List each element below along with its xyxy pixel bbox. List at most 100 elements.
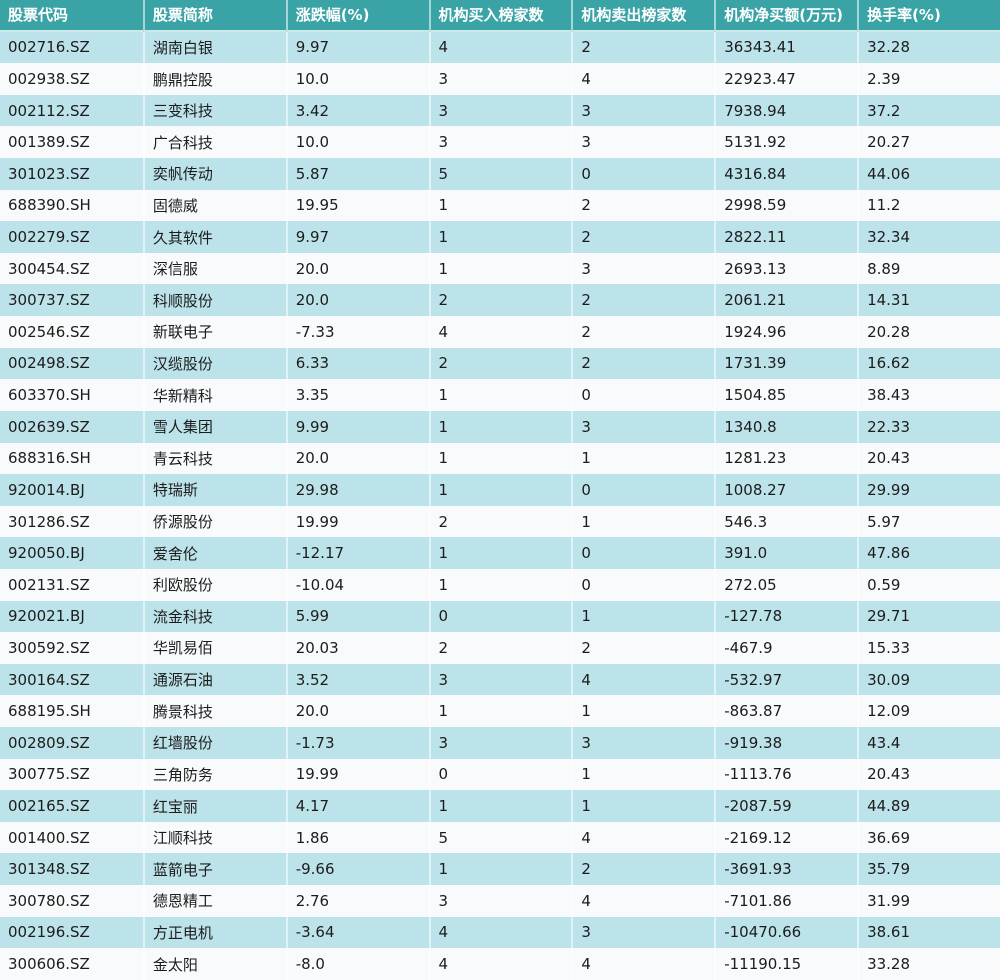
- cell-turnover-rate: 30.09: [857, 663, 1000, 696]
- cell-inst-net-buy-amount: 1731.39: [714, 347, 858, 380]
- cell-inst-sell-count: 0: [571, 537, 715, 569]
- cell-inst-buy-count: 2: [428, 284, 572, 317]
- column-header-stock-code: 股票代码: [0, 0, 143, 32]
- cell-inst-sell-count: 3: [571, 916, 715, 949]
- cell-turnover-rate: 38.43: [857, 379, 1000, 411]
- cell-stock-code: 002809.SZ: [0, 727, 143, 759]
- cell-stock-name: 通源石油: [142, 663, 286, 696]
- cell-inst-buy-count: 1: [428, 537, 572, 569]
- table-row: 002279.SZ 久其软件 9.97 1 2 2822.11 32.34: [0, 221, 1000, 253]
- cell-inst-buy-count: 3: [428, 663, 572, 696]
- cell-turnover-rate: 37.2: [857, 94, 1000, 127]
- cell-inst-net-buy-amount: 391.0: [714, 537, 858, 569]
- cell-inst-sell-count: 2: [571, 316, 715, 348]
- cell-inst-buy-count: 4: [428, 948, 572, 980]
- cell-change-percent: -8.0: [285, 948, 429, 980]
- cell-change-percent: 4.17: [285, 790, 429, 822]
- cell-inst-sell-count: 2: [571, 189, 715, 222]
- cell-inst-net-buy-amount: -1113.76: [714, 758, 858, 791]
- cell-inst-buy-count: 1: [428, 410, 572, 443]
- cell-stock-code: 300606.SZ: [0, 948, 143, 980]
- cell-stock-name: 德恩精工: [142, 885, 286, 917]
- cell-stock-name: 新联电子: [142, 316, 286, 348]
- cell-inst-net-buy-amount: -11190.15: [714, 948, 858, 980]
- table-row: 300775.SZ 三角防务 19.99 0 1 -1113.76 20.43: [0, 758, 1000, 791]
- cell-inst-sell-count: 2: [571, 347, 715, 380]
- cell-stock-name: 科顺股份: [142, 284, 286, 317]
- cell-inst-sell-count: 1: [571, 695, 715, 727]
- cell-stock-code: 300737.SZ: [0, 284, 143, 317]
- cell-change-percent: -12.17: [285, 537, 429, 569]
- table-row: 002546.SZ 新联电子 -7.33 4 2 1924.96 20.28: [0, 316, 1000, 348]
- cell-turnover-rate: 32.34: [857, 221, 1000, 253]
- cell-inst-net-buy-amount: 1281.23: [714, 442, 858, 475]
- cell-inst-buy-count: 1: [428, 221, 572, 253]
- cell-change-percent: 10.0: [285, 63, 429, 95]
- cell-stock-code: 001400.SZ: [0, 821, 143, 854]
- cell-inst-buy-count: 1: [428, 442, 572, 475]
- cell-change-percent: 3.52: [285, 663, 429, 696]
- cell-change-percent: 5.87: [285, 158, 429, 190]
- table-row: 300592.SZ 华凯易佰 20.03 2 2 -467.9 15.33: [0, 632, 1000, 664]
- cell-inst-net-buy-amount: 546.3: [714, 505, 858, 538]
- cell-stock-code: 920021.BJ: [0, 600, 143, 633]
- cell-stock-name: 汉缆股份: [142, 347, 286, 380]
- cell-stock-name: 利欧股份: [142, 568, 286, 601]
- table-row: 300737.SZ 科顺股份 20.0 2 2 2061.21 14.31: [0, 284, 1000, 317]
- cell-inst-sell-count: 4: [571, 63, 715, 95]
- cell-stock-name: 江顺科技: [142, 821, 286, 854]
- cell-inst-sell-count: 1: [571, 505, 715, 538]
- cell-inst-sell-count: 1: [571, 442, 715, 475]
- cell-stock-code: 688195.SH: [0, 695, 143, 727]
- cell-stock-code: 002716.SZ: [0, 31, 143, 64]
- cell-inst-buy-count: 3: [428, 727, 572, 759]
- cell-stock-code: 301023.SZ: [0, 158, 143, 190]
- cell-inst-sell-count: 4: [571, 948, 715, 980]
- cell-inst-buy-count: 3: [428, 94, 572, 127]
- cell-turnover-rate: 15.33: [857, 632, 1000, 664]
- cell-inst-buy-count: 1: [428, 252, 572, 285]
- cell-stock-name: 三变科技: [142, 94, 286, 127]
- cell-inst-net-buy-amount: 2822.11: [714, 221, 858, 253]
- table-row: 002809.SZ 红墙股份 -1.73 3 3 -919.38 43.4: [0, 727, 1000, 759]
- cell-inst-buy-count: 3: [428, 63, 572, 95]
- cell-inst-net-buy-amount: 1504.85: [714, 379, 858, 411]
- cell-inst-buy-count: 0: [428, 600, 572, 633]
- cell-change-percent: -10.04: [285, 568, 429, 601]
- column-header-turnover-rate: 换手率(%): [857, 0, 1000, 32]
- cell-inst-net-buy-amount: 22923.47: [714, 63, 858, 95]
- cell-inst-net-buy-amount: -3691.93: [714, 853, 858, 886]
- cell-turnover-rate: 12.09: [857, 695, 1000, 727]
- cell-inst-sell-count: 0: [571, 158, 715, 190]
- cell-stock-name: 特瑞斯: [142, 474, 286, 506]
- table-row: 920050.BJ 爱舍伦 -12.17 1 0 391.0 47.86: [0, 537, 1000, 569]
- cell-inst-net-buy-amount: 5131.92: [714, 126, 858, 159]
- cell-inst-net-buy-amount: -2087.59: [714, 790, 858, 822]
- table-row: 002938.SZ 鹏鼎控股 10.0 3 4 22923.47 2.39: [0, 63, 1000, 95]
- cell-inst-buy-count: 3: [428, 126, 572, 159]
- cell-turnover-rate: 29.71: [857, 600, 1000, 633]
- cell-stock-code: 001389.SZ: [0, 126, 143, 159]
- column-header-inst-net-buy-amount: 机构净买额(万元): [714, 0, 858, 32]
- cell-inst-net-buy-amount: 2998.59: [714, 189, 858, 222]
- cell-stock-code: 002498.SZ: [0, 347, 143, 380]
- cell-turnover-rate: 22.33: [857, 410, 1000, 443]
- cell-inst-net-buy-amount: 272.05: [714, 568, 858, 601]
- cell-inst-sell-count: 1: [571, 790, 715, 822]
- cell-inst-sell-count: 2: [571, 853, 715, 886]
- cell-turnover-rate: 5.97: [857, 505, 1000, 538]
- cell-inst-sell-count: 3: [571, 94, 715, 127]
- cell-inst-buy-count: 1: [428, 853, 572, 886]
- cell-stock-name: 固德威: [142, 189, 286, 222]
- cell-stock-name: 鹏鼎控股: [142, 63, 286, 95]
- cell-stock-code: 688390.SH: [0, 189, 143, 222]
- cell-stock-code: 301286.SZ: [0, 505, 143, 538]
- cell-inst-net-buy-amount: -2169.12: [714, 821, 858, 854]
- cell-turnover-rate: 38.61: [857, 916, 1000, 949]
- table-body: 002716.SZ 湖南白银 9.97 4 2 36343.41 32.28 002938.S…: [0, 31, 1000, 980]
- cell-stock-name: 华凯易佰: [142, 632, 286, 664]
- cell-inst-net-buy-amount: 4316.84: [714, 158, 858, 190]
- cell-stock-code: 300164.SZ: [0, 663, 143, 696]
- table-header-row: 股票代码 股票简称 涨跌幅(%) 机构买入榜家数 机构卖出榜家数 机构净买额(万元) 换手率…: [0, 0, 1000, 32]
